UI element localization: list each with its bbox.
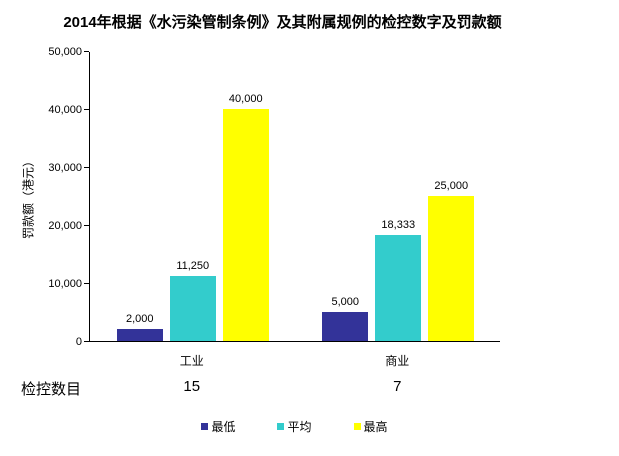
bar-value-label: 2,000 <box>125 313 154 326</box>
y-tick-mark <box>84 51 89 52</box>
legend-item-最高: 最高 <box>353 418 388 435</box>
x-category-label: 商业 <box>385 354 410 368</box>
bar-平均-商业 <box>375 234 422 341</box>
bar-最低-商业 <box>322 312 369 341</box>
bar-value-label: 25,000 <box>434 180 469 192</box>
legend-label: 最低 <box>211 420 236 434</box>
chart-title: 2014年根据《水污染管制条例》及其附属规例的检控数字及罚款额 <box>63 14 502 31</box>
legend-swatch <box>277 423 285 430</box>
legend-label: 最高 <box>363 420 388 434</box>
legend-item-最低: 最低 <box>201 418 235 435</box>
y-tick-mark <box>84 283 89 284</box>
bar-最高-工业 <box>222 109 269 341</box>
bar-value-label: 11,250 <box>176 259 210 272</box>
legend-label: 平均 <box>287 420 312 434</box>
prosecution-count-label: 检控数目 <box>21 381 82 398</box>
prosecution-count-value: 7 <box>393 378 402 395</box>
y-tick-mark <box>84 109 89 110</box>
bar-最高-商业 <box>428 196 475 341</box>
x-category-label: 工业 <box>179 354 204 368</box>
y-tick-label: 0 <box>75 336 82 348</box>
prosecution-count-value: 15 <box>183 378 201 395</box>
bar-value-label: 40,000 <box>228 93 263 105</box>
y-tick-label: 50,000 <box>48 46 82 58</box>
bar-value-label: 5,000 <box>331 296 360 308</box>
legend: 最低 平均 最高 <box>89 418 500 435</box>
plot-area: 0 10,000 20,000 30,000 40,000 50,000 2,000 11,2… <box>48 46 500 348</box>
legend-item-平均: 平均 <box>277 418 312 435</box>
bar-平均-工业 <box>169 275 216 341</box>
bar-最低-工业 <box>116 329 163 341</box>
y-tick-label: 40,000 <box>48 104 82 116</box>
y-tick-mark <box>84 167 89 168</box>
y-tick-label: 30,000 <box>48 162 82 174</box>
y-tick-mark <box>84 225 89 226</box>
legend-swatch <box>353 423 361 430</box>
legend-swatch <box>201 423 209 430</box>
bar-value-label: 18,333 <box>381 218 416 231</box>
y-tick-label: 10,000 <box>48 278 82 290</box>
y-tick-mark <box>84 341 89 342</box>
y-tick-label: 20,000 <box>48 220 82 232</box>
